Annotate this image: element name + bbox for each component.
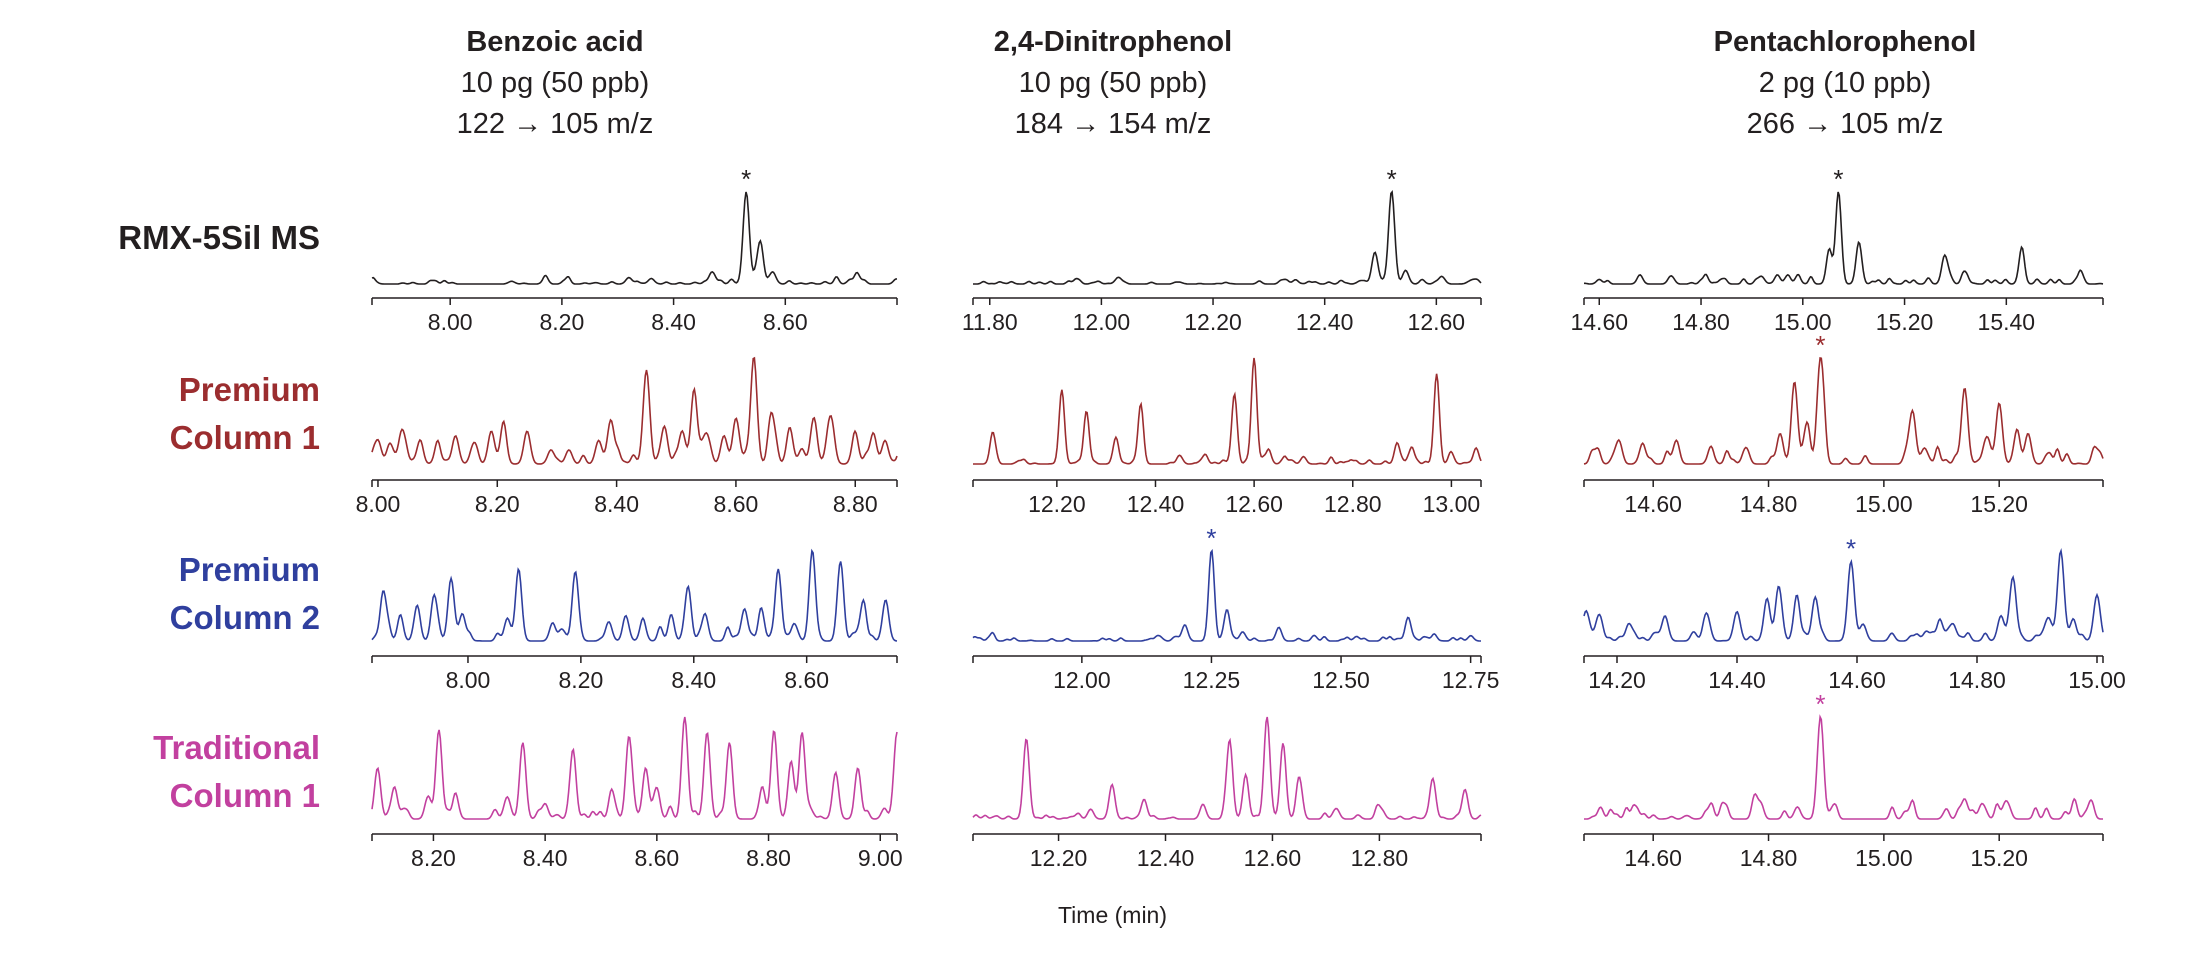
x-tick-label: 14.60 <box>1624 491 1682 517</box>
x-tick-label: 14.80 <box>1740 491 1798 517</box>
x-tick-label: 15.00 <box>1855 491 1913 517</box>
row-label-line: RMX-5Sil MS <box>118 219 320 256</box>
x-tick-label: 12.40 <box>1296 309 1354 335</box>
chromatogram-trace <box>1583 357 2104 465</box>
x-tick-label: 9.00 <box>858 845 903 871</box>
x-axis-label: Time (min) <box>1057 902 1168 928</box>
compound-amount: 10 pg (50 ppb) <box>460 67 650 99</box>
x-tick-label: 15.40 <box>1978 309 2036 335</box>
x-tick-label: 14.60 <box>1570 309 1628 335</box>
x-tick-label: 8.40 <box>594 491 639 517</box>
row-label-traditional-column-1: Traditional Column 1 <box>153 724 320 820</box>
x-tick-label: 14.60 <box>1828 667 1886 693</box>
x-tick-label: 15.00 <box>1774 309 1832 335</box>
target-peak-asterisk: * <box>1815 330 1825 360</box>
x-tick-label: 8.40 <box>671 667 716 693</box>
chromatogram-trace <box>973 190 1482 285</box>
row-label-line: Traditional <box>153 729 320 766</box>
x-tick-label: 15.20 <box>1876 309 1934 335</box>
chromatogram-trace <box>371 356 898 465</box>
x-tick-label: 8.80 <box>746 845 791 871</box>
x-tick-label: 8.00 <box>428 309 473 335</box>
x-tick-label: 8.20 <box>475 491 520 517</box>
x-tick-label: 14.80 <box>1740 845 1798 871</box>
x-tick-label: 12.20 <box>1184 309 1242 335</box>
x-tick-label: 8.40 <box>651 309 696 335</box>
compound-transition: 122 → 105 m/z <box>456 108 654 140</box>
x-tick-label: 14.60 <box>1624 845 1682 871</box>
x-tick-label: 8.80 <box>833 491 878 517</box>
column-header-2: 2,4-Dinitrophenol 10 pg (50 ppb) 184 → 1… <box>853 22 1373 145</box>
x-tick-label: 12.40 <box>1127 491 1185 517</box>
compound-name: Benzoic acid <box>466 26 644 58</box>
x-tick-label: 12.50 <box>1312 667 1370 693</box>
x-tick-label: 8.60 <box>763 309 808 335</box>
x-tick-label: 12.80 <box>1324 491 1382 517</box>
x-tick-label: 12.60 <box>1408 309 1466 335</box>
x-tick-label: 8.40 <box>523 845 568 871</box>
x-tick-label: 12.00 <box>1073 309 1131 335</box>
target-peak-asterisk: * <box>741 164 751 194</box>
x-tick-label: 12.25 <box>1183 667 1241 693</box>
chromatogram-trace <box>1583 548 2104 642</box>
chromatogram-trace <box>972 716 1482 820</box>
x-tick-label: 15.00 <box>2068 667 2126 693</box>
x-tick-label: 15.00 <box>1855 845 1913 871</box>
x-tick-label: 11.80 <box>962 309 1018 335</box>
compound-transition: 184 → 154 m/z <box>1014 108 1212 140</box>
compound-name: Pentachlorophenol <box>1713 26 1977 58</box>
chromatogram-trace <box>1584 714 2103 820</box>
row-label-premium-column-2: Premium Column 2 <box>170 546 320 642</box>
chromatogram-trace <box>972 548 1481 642</box>
x-tick-label: 15.20 <box>1970 491 2028 517</box>
x-tick-label: 8.00 <box>446 667 491 693</box>
compound-amount: 2 pg (10 ppb) <box>1758 67 1932 99</box>
chromatogram-trace <box>371 191 898 285</box>
x-tick-label: 14.20 <box>1588 667 1646 693</box>
x-tick-label: 14.80 <box>1672 309 1730 335</box>
target-peak-asterisk: * <box>1846 534 1856 564</box>
x-tick-label: 12.20 <box>1030 845 1088 871</box>
x-tick-label: 8.00 <box>356 491 401 517</box>
column-header-1: Benzoic acid 10 pg (50 ppb) 122 → 105 m/… <box>295 22 815 145</box>
row-label-line: Premium <box>178 551 320 588</box>
target-peak-asterisk: * <box>1387 164 1397 194</box>
target-peak-asterisk: * <box>1206 523 1216 553</box>
row-label-line: Column 1 <box>169 777 320 814</box>
compound-amount: 10 pg (50 ppb) <box>1018 67 1208 99</box>
chromatogram-trace <box>1584 191 2104 285</box>
target-peak-asterisk: * <box>1815 689 1825 719</box>
x-tick-label: 8.60 <box>784 667 829 693</box>
column-header-3: Pentachlorophenol 2 pg (10 ppb) 266 → 10… <box>1585 22 2105 145</box>
x-tick-label: 8.20 <box>411 845 456 871</box>
row-label-line: Premium <box>178 371 320 408</box>
x-tick-label: 15.20 <box>1970 845 2028 871</box>
x-tick-label: 14.80 <box>1948 667 2006 693</box>
chromatogram-trace <box>371 716 898 820</box>
x-tick-label: 8.60 <box>634 845 679 871</box>
x-tick-label: 12.00 <box>1053 667 1111 693</box>
x-tick-label: 12.40 <box>1137 845 1195 871</box>
x-tick-label: 13.00 <box>1423 491 1481 517</box>
x-tick-label: 12.60 <box>1244 845 1302 871</box>
x-tick-label: 12.75 <box>1442 667 1500 693</box>
x-tick-label: 8.20 <box>558 667 603 693</box>
x-tick-label: 12.20 <box>1028 491 1086 517</box>
x-tick-label: 12.80 <box>1351 845 1409 871</box>
x-tick-label: 8.60 <box>714 491 759 517</box>
chromatogram-trace <box>371 548 898 642</box>
chromatogram-trace <box>973 357 1482 465</box>
row-label-premium-column-1: Premium Column 1 <box>170 366 320 462</box>
x-tick-label: 14.40 <box>1708 667 1766 693</box>
row-label-rmx-5sil-ms: RMX-5Sil MS <box>118 214 320 262</box>
row-label-line: Column 2 <box>169 599 320 636</box>
target-peak-asterisk: * <box>1833 164 1843 194</box>
x-tick-label: 12.60 <box>1225 491 1283 517</box>
compound-name: 2,4-Dinitrophenol <box>993 26 1233 58</box>
row-label-line: Column 1 <box>169 419 320 456</box>
x-tick-label: 8.20 <box>540 309 585 335</box>
compound-transition: 266 → 105 m/z <box>1746 108 1944 140</box>
